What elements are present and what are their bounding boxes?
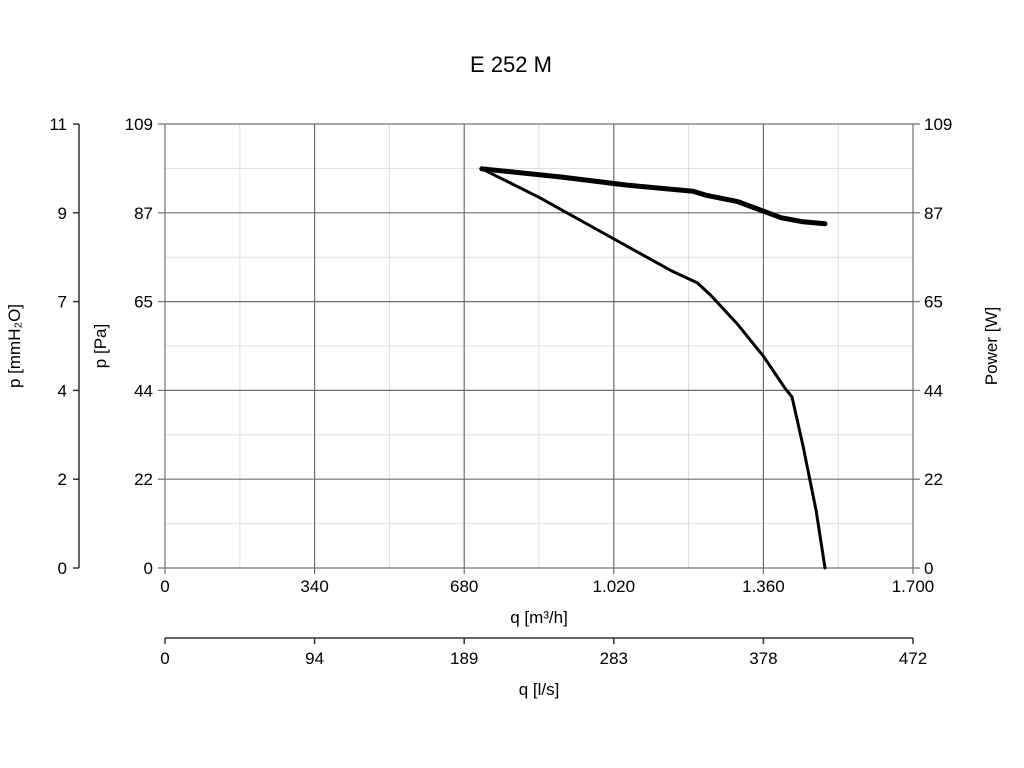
mmh2o-axis-label: p [mmH₂O] xyxy=(5,304,24,388)
power-axis-ticks: 0 22 44 65 87 109 xyxy=(913,115,952,578)
pa-tick-label: 65 xyxy=(134,293,153,312)
pa-axis-label: p [Pa] xyxy=(91,324,110,368)
pa-tick-label: 109 xyxy=(125,115,153,134)
ls-axis-label: q [l/s] xyxy=(519,680,560,699)
pa-tick-label: 22 xyxy=(134,470,153,489)
power-tick-label: 44 xyxy=(924,381,943,400)
power-tick-label: 22 xyxy=(924,470,943,489)
ls-tick-label: 0 xyxy=(160,649,169,668)
ls-tick-label: 189 xyxy=(450,649,478,668)
pressure-curve xyxy=(480,167,827,570)
m3h-tick-label: 1.700 xyxy=(892,577,935,596)
ls-axis-ticks: 0 94 189 283 378 472 xyxy=(160,638,927,668)
ls-tick-label: 378 xyxy=(749,649,777,668)
mmh2o-tick-label: 2 xyxy=(58,470,67,489)
m3h-tick-label: 1.020 xyxy=(593,577,636,596)
power-tick-label: 65 xyxy=(924,293,943,312)
pa-tick-label: 0 xyxy=(144,559,153,578)
pa-tick-label: 87 xyxy=(134,204,153,223)
m3h-tick-label: 0 xyxy=(160,577,169,596)
plot-frame xyxy=(164,123,914,569)
m3h-tick-label: 1.360 xyxy=(742,577,785,596)
mmh2o-tick-label: 9 xyxy=(58,204,67,223)
pa-tick-label: 44 xyxy=(134,381,153,400)
chart-title: E 252 M xyxy=(470,52,552,77)
mmh2o-tick-label: 0 xyxy=(58,559,67,578)
m3h-axis-label: q [m³/h] xyxy=(510,608,568,627)
m3h-tick-label: 680 xyxy=(450,577,478,596)
pa-axis-ticks: 0 22 44 65 87 109 xyxy=(125,115,165,578)
mmh2o-axis-ticks: 0 2 4 7 9 11 xyxy=(49,115,79,578)
ls-tick-label: 94 xyxy=(305,649,324,668)
m3h-axis-ticks: 0 340 680 1.020 1.360 1.700 xyxy=(160,568,934,596)
power-curve xyxy=(479,166,828,227)
m3h-tick-label: 340 xyxy=(300,577,328,596)
power-axis-label: Power [W] xyxy=(982,307,1001,385)
ls-tick-label: 472 xyxy=(899,649,927,668)
mmh2o-tick-label: 11 xyxy=(49,115,67,134)
mmh2o-tick-label: 7 xyxy=(58,293,67,312)
power-tick-label: 109 xyxy=(924,115,952,134)
mmh2o-tick-label: 4 xyxy=(58,381,67,400)
power-tick-label: 87 xyxy=(924,204,943,223)
major-grid xyxy=(165,124,913,568)
ls-tick-label: 283 xyxy=(600,649,628,668)
minor-grid xyxy=(165,124,913,568)
power-tick-label: 0 xyxy=(924,559,933,578)
